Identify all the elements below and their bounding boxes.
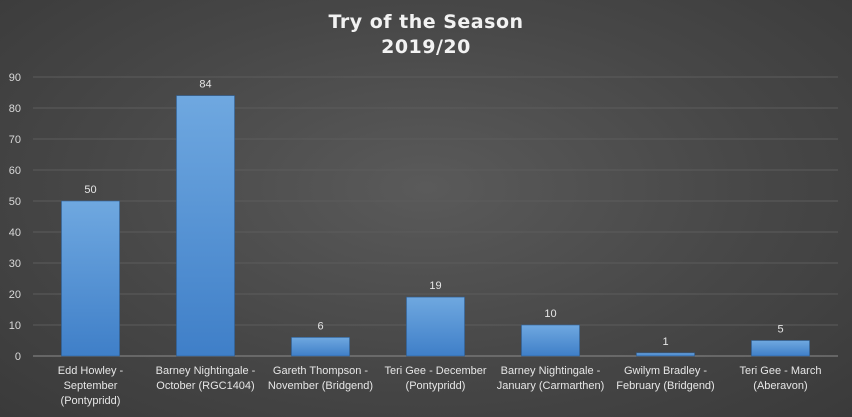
x-tick-label-line: Edd Howley - <box>58 365 124 377</box>
bar <box>61 200 120 357</box>
x-tick-label-line: (Pontypridd) <box>61 395 121 407</box>
y-tick-label: 10 <box>9 320 21 332</box>
x-tick-label-line: Gareth Thompson - <box>273 365 369 377</box>
x-tick-label-line: February (Bridgend) <box>616 380 714 392</box>
y-tick-label: 90 <box>9 72 21 84</box>
y-tick-label: 40 <box>9 227 21 239</box>
x-tick-label-line: Barney Nightingale - <box>156 365 256 377</box>
y-tick-label: 30 <box>9 258 21 270</box>
x-tick-label: Teri Gee - December (Pontypridd) <box>384 365 486 392</box>
chart-subtitle: 2019/20 <box>381 36 471 58</box>
x-tick-label-line: January (Carmarthen) <box>497 380 605 392</box>
x-tick-label-line: October (RGC1404) <box>156 380 254 392</box>
data-label: 5 <box>777 324 783 336</box>
x-tick-label-line: Teri Gee - March <box>740 365 822 377</box>
bar <box>521 324 580 357</box>
bar <box>291 337 350 357</box>
y-tick-label: 50 <box>9 196 21 208</box>
y-tick-label: 0 <box>15 351 21 363</box>
x-tick-label-line: Teri Gee - December <box>384 365 486 377</box>
data-label: 1 <box>662 336 668 348</box>
x-tick-label: Gwilym Bradley - February (Bridgend) <box>616 365 714 392</box>
x-tick-label-line: November (Bridgend) <box>268 380 373 392</box>
y-tick-label: 80 <box>9 103 21 115</box>
y-tick-label: 70 <box>9 134 21 146</box>
chart-title-main: Try of the Season <box>328 11 524 33</box>
bar <box>751 340 810 357</box>
x-tick-label: Barney Nightingale - October (RGC1404) <box>156 365 256 392</box>
bars <box>61 95 810 357</box>
y-tick-label: 60 <box>9 165 21 177</box>
data-label: 10 <box>544 308 556 320</box>
x-tick-label-line: (Aberavon) <box>753 380 807 392</box>
bar <box>176 95 235 357</box>
gridlines <box>33 76 838 357</box>
data-label: 6 <box>317 320 323 332</box>
bar <box>406 296 465 357</box>
y-tick-label: 20 <box>9 289 21 301</box>
x-tick-label-line: Barney Nightingale - <box>501 365 601 377</box>
x-tick-label: Gareth Thompson - November (Bridgend) <box>268 365 373 392</box>
data-label: 50 <box>84 184 96 196</box>
x-tick-label: Edd Howley - September (Pontypridd) <box>58 365 124 407</box>
x-tick-label-line: Gwilym Bradley - <box>624 365 707 377</box>
x-tick-label: Barney Nightingale - January (Carmarthen) <box>497 365 605 392</box>
chart-title: Try of the Season 2019/20 <box>0 10 852 60</box>
x-tick-label: Teri Gee - March (Aberavon) <box>740 365 822 392</box>
data-labels: 50 84 6 19 10 1 5 <box>84 79 783 348</box>
x-tick-label-line: (Pontypridd) <box>406 380 466 392</box>
x-tick-label-line: September <box>64 380 118 392</box>
x-axis-labels: Edd Howley - September (Pontypridd) Barney … <box>58 365 822 407</box>
data-label: 84 <box>199 79 211 91</box>
data-label: 19 <box>429 280 441 292</box>
bar <box>636 352 695 357</box>
y-axis: 0 10 20 30 40 50 60 70 80 90 <box>9 72 21 363</box>
